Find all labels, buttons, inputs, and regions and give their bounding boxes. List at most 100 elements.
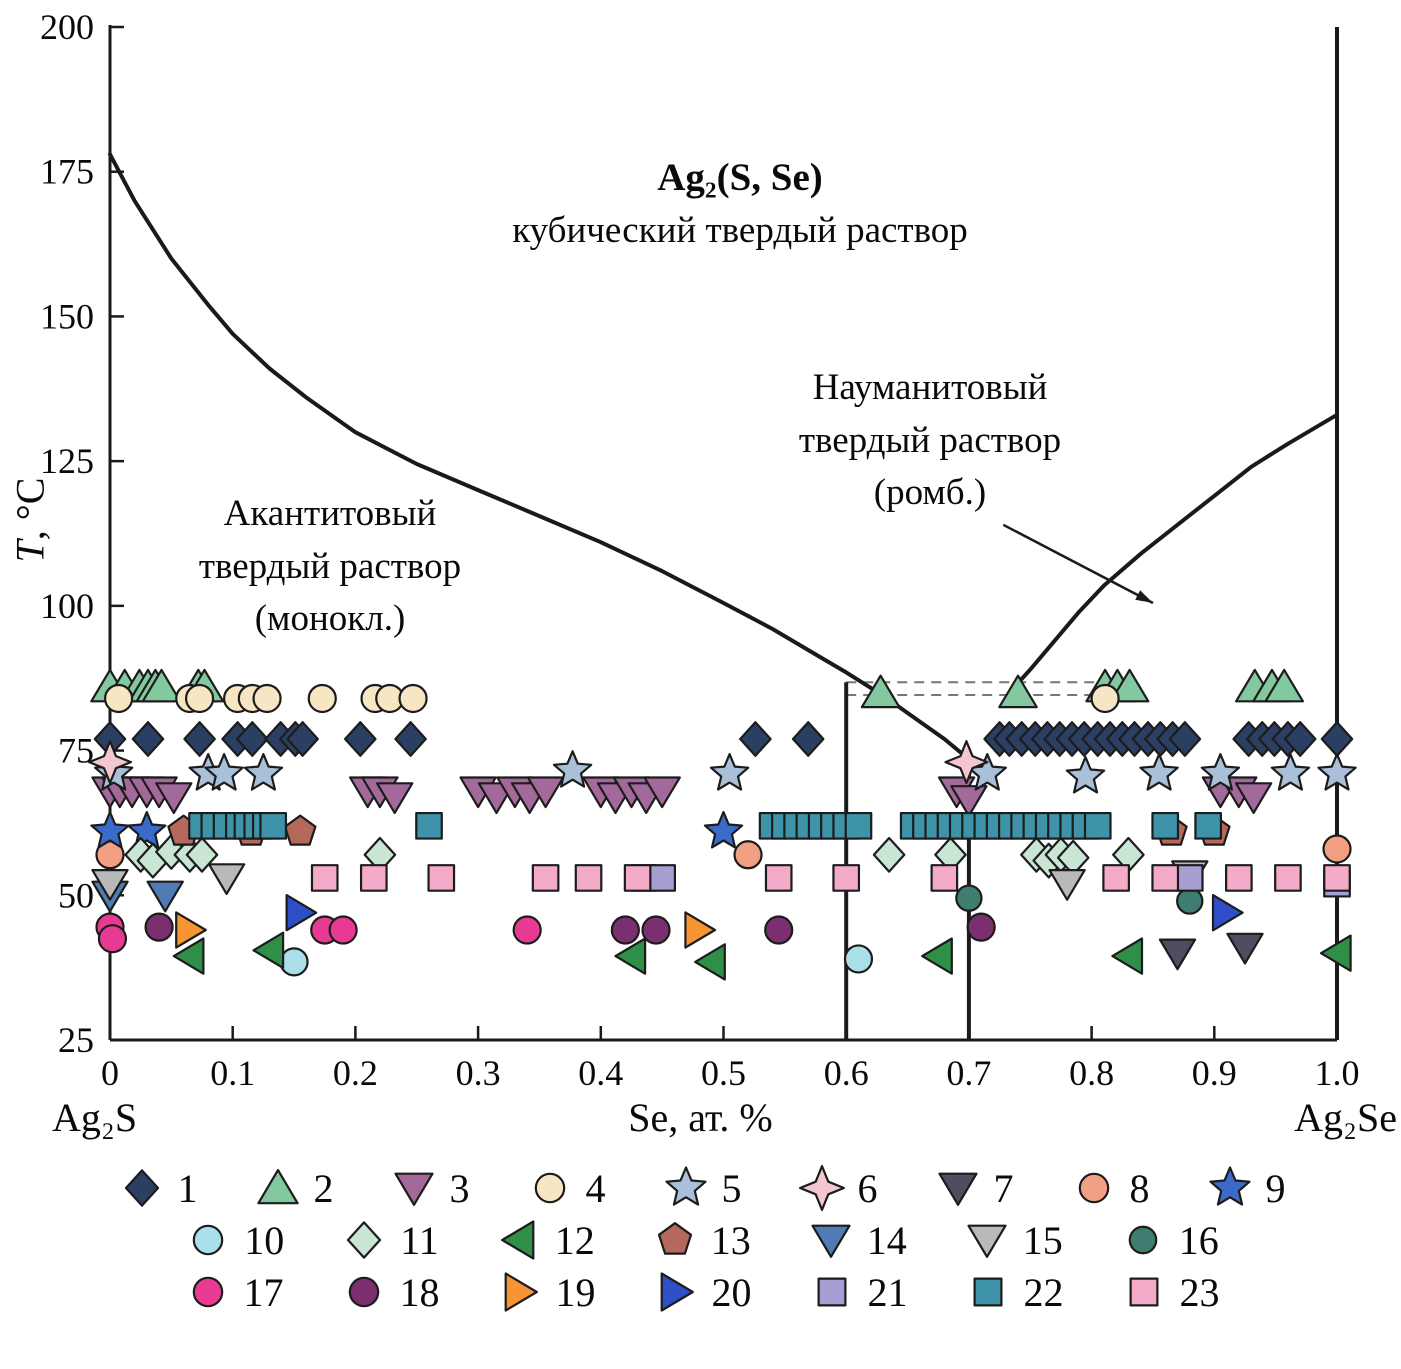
triangle-up-icon <box>256 1168 299 1205</box>
circle-icon-shape <box>534 1172 565 1204</box>
legend-item-6: 6 <box>796 1164 878 1212</box>
star5-icon-shape <box>664 1166 707 1206</box>
legend-item-1: 1 <box>116 1164 198 1212</box>
triangle-up-icon-shape <box>256 1168 299 1205</box>
legend-label: 19 <box>555 1269 596 1315</box>
legend-label: 10 <box>244 1217 285 1263</box>
diamond-icon <box>124 1169 159 1207</box>
triangle-down-icon <box>967 1224 1007 1258</box>
triangle-down-icon-shape <box>967 1224 1007 1258</box>
series-3-marker <box>950 785 988 817</box>
y-axis-unit: , °C <box>7 477 53 541</box>
x-tick-label: 0.4 <box>578 1053 623 1093</box>
series-22-marker <box>1151 811 1180 840</box>
series-12-marker <box>694 943 726 981</box>
series-8-marker <box>1322 834 1352 864</box>
legend-item-7: 7 <box>932 1164 1014 1212</box>
series-19-marker <box>175 911 207 949</box>
legend-item-17: 17 <box>182 1268 284 1316</box>
series-5-marker <box>204 753 244 791</box>
square-icon <box>973 1277 1002 1307</box>
legend-item-18: 18 <box>338 1268 440 1316</box>
series-10-marker <box>279 947 309 977</box>
series-23-marker <box>1274 864 1302 892</box>
series-7-marker <box>1226 932 1264 965</box>
data-points <box>87 668 1357 981</box>
legend-item-23: 23 <box>1118 1268 1220 1316</box>
legend-item-14: 14 <box>805 1216 907 1264</box>
legend-item-16: 16 <box>1117 1216 1219 1264</box>
legend-item-21: 21 <box>806 1268 908 1316</box>
square-icon <box>1129 1277 1158 1307</box>
triangle-down-icon-shape <box>811 1224 851 1258</box>
series-9-marker <box>90 810 130 849</box>
triangle-down-icon-shape <box>393 1172 434 1206</box>
series-5-marker <box>1270 753 1311 791</box>
series-1-marker <box>236 721 269 757</box>
y-tick-label: 150 <box>40 296 94 336</box>
series-17-marker <box>97 924 128 954</box>
series-23-marker <box>531 864 560 892</box>
series-9-marker <box>703 810 744 849</box>
triangle-right-icon-shape <box>660 1272 694 1312</box>
series-11-marker <box>872 836 906 873</box>
series-23-marker <box>1151 864 1180 892</box>
series-3-marker <box>526 776 565 809</box>
legend-label: 16 <box>1178 1217 1219 1263</box>
x-tick-label: 0.3 <box>456 1053 501 1093</box>
legend-item-10: 10 <box>182 1216 284 1264</box>
legend-item-11: 11 <box>338 1216 439 1264</box>
naumannite-line-1: Науманитовый <box>812 367 1048 408</box>
series-12-marker <box>921 937 953 975</box>
series-18-marker <box>610 915 640 945</box>
legend-item-3: 3 <box>388 1164 470 1212</box>
acanthite-line-3: (монокл.) <box>254 598 406 640</box>
series-5-marker <box>1065 755 1106 794</box>
series-22-marker <box>415 811 443 840</box>
series-16-marker <box>1176 887 1204 915</box>
series-5-marker <box>709 753 750 791</box>
x-tick-label: 0.2 <box>333 1053 378 1093</box>
legend-row-1: 1 2 3 4 5 6 7 8 9 <box>116 1164 1286 1212</box>
triangle-down-icon <box>811 1224 851 1258</box>
series-4-marker <box>307 683 337 714</box>
series-15-marker <box>91 868 129 901</box>
legend-item-22: 22 <box>962 1268 1064 1316</box>
series-23-marker <box>764 864 793 892</box>
series-1-marker <box>1168 721 1202 757</box>
annotation-arrow-line <box>1002 523 1154 605</box>
legend-label: 2 <box>313 1165 334 1211</box>
cubic-formula: Ag₂(S, Se) <box>657 156 823 199</box>
legend-label: 11 <box>400 1217 439 1263</box>
chart-area: 25 50 75 100 125 150 175 200 0 0.1 0.2 0.3 0.4 0.5 0.6… <box>7 7 1398 1140</box>
series-12-marker <box>1319 934 1352 972</box>
diamond-icon <box>347 1221 382 1259</box>
series-3-marker <box>1234 782 1273 815</box>
series-1-marker <box>1283 721 1317 757</box>
series-18-marker <box>966 912 996 942</box>
series-22-marker <box>1194 811 1223 840</box>
circle-icon-shape <box>192 1224 224 1256</box>
y-tick-label: 75 <box>58 731 94 771</box>
series-4-marker <box>1090 683 1120 714</box>
series-5-marker <box>1200 753 1241 791</box>
circle-icon <box>1128 1225 1158 1255</box>
x-tick-label: 0.1 <box>210 1053 255 1093</box>
legend-label: 20 <box>711 1269 752 1315</box>
series-2-marker <box>998 674 1038 709</box>
series-6-marker <box>87 740 132 785</box>
series-4-marker <box>398 683 428 714</box>
circle-icon <box>1078 1172 1109 1204</box>
square-icon-shape <box>817 1277 846 1307</box>
series-2-marker <box>141 668 182 703</box>
series-5-marker <box>1139 753 1179 791</box>
triangle-right-icon <box>504 1272 538 1312</box>
legend-label: 8 <box>1129 1165 1150 1211</box>
annotation-arrowhead <box>1135 590 1153 603</box>
circle-icon-shape <box>1128 1225 1158 1255</box>
circle-icon <box>348 1276 379 1308</box>
series-23-marker <box>574 864 603 892</box>
star5-icon <box>664 1166 707 1206</box>
circle-icon <box>534 1172 565 1204</box>
pentagon-icon <box>657 1222 692 1255</box>
